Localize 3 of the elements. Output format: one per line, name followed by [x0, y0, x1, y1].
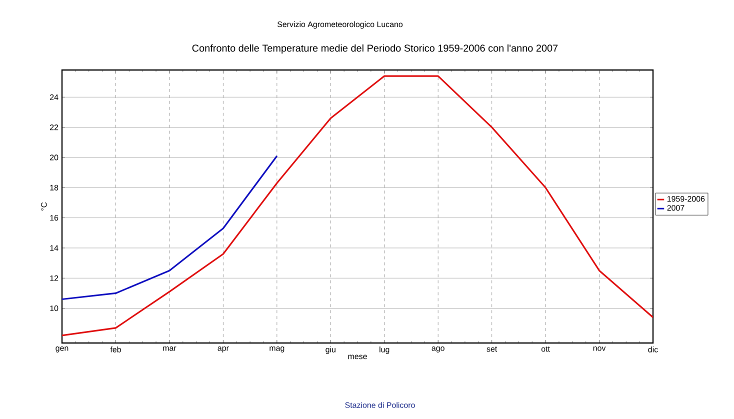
line-series [62, 75, 654, 336]
chart-title: Confronto delle Temperature medie del Periodo Storico 1959-2006 con l'anno 2007 [192, 44, 558, 54]
line-series [62, 155, 278, 300]
